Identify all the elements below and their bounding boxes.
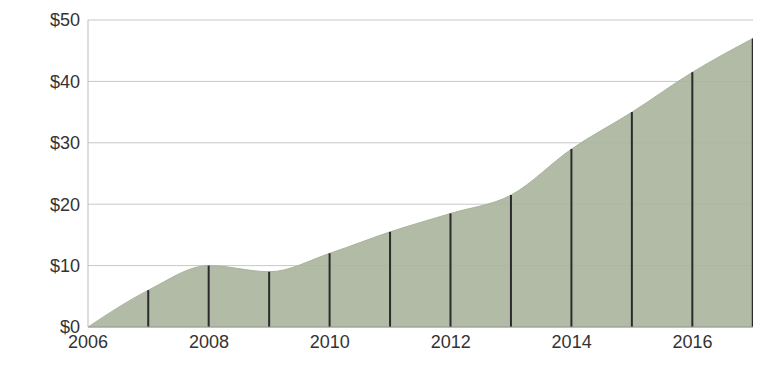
svg-text:$0: $0 (60, 317, 80, 337)
svg-text:$10: $10 (50, 256, 80, 276)
svg-text:$40: $40 (50, 72, 80, 92)
svg-text:2012: 2012 (431, 332, 471, 352)
svg-text:$20: $20 (50, 195, 80, 215)
svg-text:2006: 2006 (68, 331, 108, 352)
svg-text:2008: 2008 (189, 332, 229, 352)
svg-text:2016: 2016 (673, 332, 713, 352)
svg-text:$50: $50 (50, 10, 80, 30)
svg-text:2010: 2010 (310, 332, 350, 352)
svg-text:2014: 2014 (552, 332, 592, 352)
svg-text:$30: $30 (50, 133, 80, 153)
